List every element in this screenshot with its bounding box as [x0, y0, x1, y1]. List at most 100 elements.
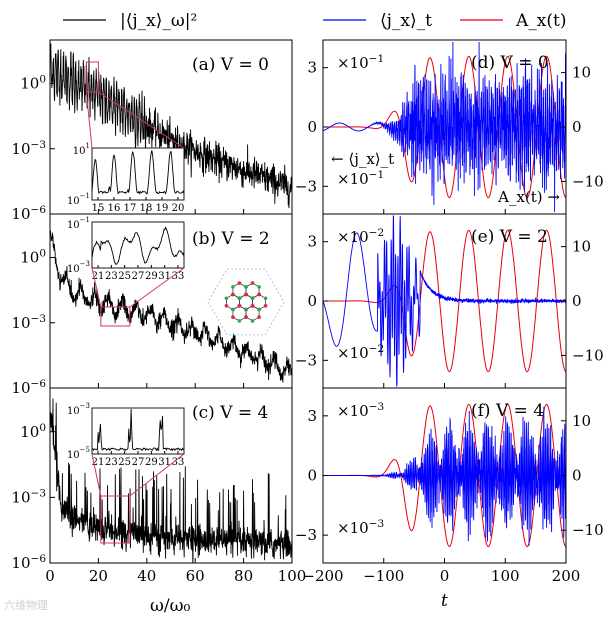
- lattice-site: [250, 296, 255, 300]
- inset-x-tick-label: 20: [172, 203, 185, 214]
- inset-x-tick-label: 21: [92, 271, 105, 282]
- zoom-connector: [129, 453, 185, 497]
- spectrum-line: [49, 230, 293, 383]
- x-tick-label: −100: [363, 567, 404, 585]
- x-tick-label: 80: [234, 567, 253, 585]
- lattice-hexagon: [232, 282, 247, 299]
- y-tick-label: −3: [295, 177, 317, 195]
- inset-y-tick-label: 101: [73, 142, 90, 157]
- y2-tick-label: −10: [572, 346, 604, 364]
- y-tick-label: −3: [295, 351, 317, 369]
- annotation-field: A_x(t) →: [497, 188, 560, 206]
- inset-a: 15 16 17 18 19 20 101 10−1: [67, 142, 185, 214]
- inset-x-tick-label: 31: [158, 271, 171, 282]
- inset-line: [91, 150, 185, 195]
- y-tick-label: 10−6: [11, 378, 46, 397]
- inset-x-tick-label: 23: [105, 457, 118, 468]
- inset-x-tick-label: 25: [118, 271, 131, 282]
- inset-x-tick-label: 29: [145, 457, 158, 468]
- y2-tick-label: 0: [572, 118, 582, 136]
- current-panel-e: 3 0 −3 10 0 −10 ×10−2 ×10−2 (e) V = 2: [295, 213, 604, 389]
- inset-x-tick-label: 15: [92, 203, 105, 214]
- inset-y-tick-label: 10−3: [67, 402, 90, 417]
- x-tick-label: 40: [137, 567, 156, 585]
- y-tick-label: 0: [307, 292, 317, 310]
- spectrum-panel-b: 100 10−3 10−6 (b) V = 2 21 23 25 27 29 31 33 10−1 10…: [11, 213, 293, 397]
- lattice-site: [257, 285, 261, 289]
- inset-frame: [91, 221, 185, 269]
- y2-tick-label: 10: [572, 64, 591, 82]
- y-tick-label: 0: [307, 467, 317, 485]
- current-line: [322, 41, 567, 213]
- inset-line: [91, 408, 185, 452]
- x-axis-label-t: t: [441, 591, 448, 611]
- legend-current-label: ⟨j_x⟩_t: [380, 11, 432, 31]
- inset-x-tick-label: 33: [172, 457, 185, 468]
- inset-x-tick-label: 19: [156, 203, 169, 214]
- y-tick-label: 10−6: [11, 204, 46, 223]
- lattice-site: [231, 315, 235, 319]
- lattice-site: [250, 281, 255, 285]
- lattice-hexagon: [245, 305, 260, 322]
- y-tick-label: 100: [20, 248, 46, 267]
- current-panel-d: 3 0 −3 10 0 −10 ×10−1 ×10−1 (d) V = 0 ← ⟨j_x⟩_t A_…: [295, 39, 604, 215]
- lattice-site: [231, 285, 235, 289]
- lattice-site: [250, 319, 255, 323]
- lattice-site: [257, 307, 261, 312]
- lattice-site: [237, 281, 242, 285]
- y-tick-label: 10−6: [11, 553, 46, 572]
- y-tick-label: 10−3: [11, 139, 46, 158]
- scale-label: ×10−1: [337, 53, 384, 72]
- x-tick-label: 0: [440, 567, 450, 585]
- zoom-connector: [91, 267, 102, 308]
- panel-title: (f) V = 4: [471, 401, 544, 421]
- zoom-connector: [91, 453, 102, 497]
- annotation-current: ← ⟨j_x⟩_t: [331, 150, 394, 168]
- legend-spectrum-label: |⟨j_x⟩_ω|²: [120, 11, 197, 31]
- lattice-hexagon: [232, 305, 247, 322]
- y2-tick-label: 10: [572, 238, 591, 256]
- y-tick-label: 10−3: [11, 313, 46, 332]
- y2-tick-label: 10: [572, 412, 591, 430]
- y-tick-label: 100: [20, 74, 46, 93]
- legend-field-label: A_x(t): [515, 11, 566, 31]
- zoom-connector: [129, 267, 185, 308]
- x-tick-label: 60: [186, 567, 205, 585]
- spectrum-line: [49, 43, 293, 209]
- lattice-site: [237, 319, 242, 323]
- x-tick-label: 20: [89, 567, 108, 585]
- y-tick-label: 3: [307, 59, 317, 77]
- inset-x-tick-label: 17: [124, 203, 137, 214]
- lattice-site: [237, 304, 242, 308]
- inset-x-tick-label: 27: [132, 457, 145, 468]
- inset-x-tick-label: 31: [158, 457, 171, 468]
- current-line: [322, 215, 567, 387]
- lattice-site: [257, 315, 261, 319]
- y-tick-label: 3: [307, 407, 317, 425]
- x-tick-label: 200: [552, 567, 581, 585]
- inset-x-tick-label: 25: [118, 457, 131, 468]
- zoom-connector: [98, 91, 185, 149]
- inset-x-tick-label: 33: [172, 271, 185, 282]
- y-tick-label: 3: [307, 233, 317, 251]
- inset-b: 21 23 25 27 29 31 33 10−1 10−3: [67, 216, 185, 282]
- spectrum-panel-c: 100 10−3 10−6 (c) V = 4 21 23 25 27 29 31 33 10−3 10…: [11, 387, 306, 585]
- y2-tick-label: −10: [572, 521, 604, 539]
- x-axis-label-omega: ω/ω₀: [150, 596, 190, 616]
- inset-frame: [91, 407, 185, 455]
- lattice-site: [257, 292, 261, 297]
- zoom-connector: [85, 91, 93, 149]
- inset-x-tick-label: 18: [140, 203, 153, 214]
- scale-label: ×10−3: [337, 518, 384, 537]
- inset-y-tick-label: 10−3: [67, 260, 90, 275]
- scale-label: ×10−2: [337, 343, 384, 362]
- inset-x-tick-label: 21: [92, 457, 105, 468]
- inset-frame: [91, 147, 185, 201]
- lattice-site: [224, 296, 229, 301]
- zoom-box: [100, 306, 131, 327]
- x-tick-label: −200: [302, 567, 343, 585]
- zoom-box: [100, 495, 131, 544]
- panel-title: (d) V = 0: [471, 53, 549, 73]
- scale-label: ×10−3: [337, 401, 384, 420]
- lattice-site: [231, 307, 235, 312]
